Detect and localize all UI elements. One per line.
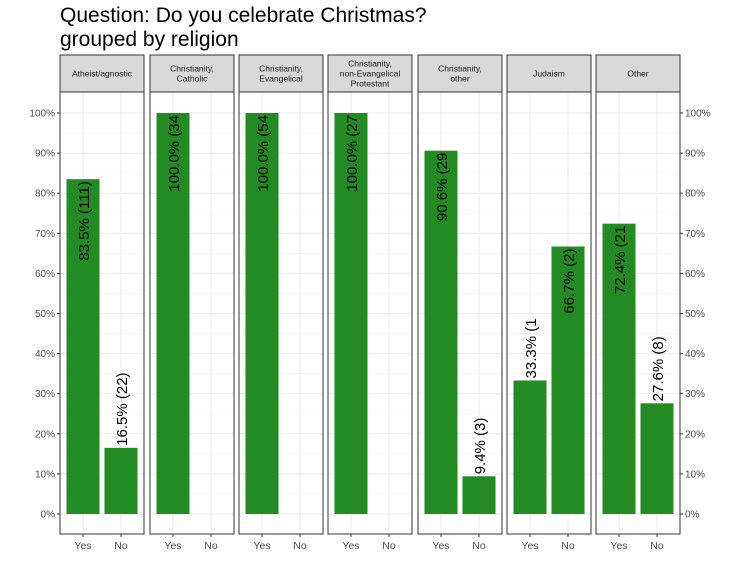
y-tick-label-left: 30% (35, 389, 55, 400)
data-label: 90.6% (29 (434, 153, 451, 221)
bar (640, 403, 674, 514)
facet-title: Atheist/agnostic (72, 69, 133, 79)
facet-title: Christianity, (438, 64, 482, 74)
facet-title: Judaism (533, 69, 565, 79)
data-label: 27.6% (8) (650, 336, 667, 401)
x-tick-label: Yes (253, 540, 270, 552)
y-tick-label-left: 40% (35, 349, 55, 360)
bar (334, 113, 368, 514)
bar (462, 476, 496, 514)
facet-title: Other (627, 69, 648, 79)
x-tick-label: No (382, 540, 396, 552)
data-label: 100.0% (54 (255, 115, 272, 192)
y-tick-label-left: 80% (35, 189, 55, 200)
bar (156, 113, 190, 514)
facet-title: non-Evangelical (340, 69, 401, 79)
y-tick-label-left: 60% (35, 269, 55, 280)
x-tick-label: Yes (610, 540, 627, 552)
y-tick-label-right: 90% (685, 149, 705, 160)
x-tick-label: Yes (164, 540, 181, 552)
x-tick-label: No (650, 540, 664, 552)
y-tick-label-right: 30% (685, 389, 705, 400)
bar (513, 380, 547, 514)
y-tick-label-right: 40% (685, 349, 705, 360)
data-label: 100.0% (34 (166, 115, 183, 192)
facet-title: Evangelical (259, 74, 303, 84)
chart-title: Question: Do you celebrate Christmas? gr… (60, 4, 427, 52)
x-tick-label: Yes (74, 540, 91, 552)
y-tick-label-left: 0% (41, 510, 56, 521)
facet-title: other (450, 74, 470, 84)
y-tick-label-right: 60% (685, 269, 705, 280)
data-label: 33.3% (1 (523, 318, 540, 378)
data-label: 83.5% (111) (76, 181, 93, 260)
bar (551, 246, 585, 514)
bar (602, 223, 636, 514)
bar (104, 447, 138, 514)
bar (245, 113, 279, 514)
data-label: 9.4% (3) (472, 418, 489, 475)
y-tick-label-left: 50% (35, 309, 55, 320)
x-tick-label: No (204, 540, 218, 552)
y-tick-label-right: 50% (685, 309, 705, 320)
y-tick-label-left: 90% (35, 149, 55, 160)
y-tick-label-left: 10% (35, 469, 55, 480)
facet-title: Catholic (177, 74, 208, 84)
y-tick-label-right: 20% (685, 429, 705, 440)
y-tick-label-right: 80% (685, 189, 705, 200)
y-tick-label-left: 20% (35, 429, 55, 440)
x-tick-label: Yes (342, 540, 359, 552)
facet-strip (417, 54, 503, 93)
facet-strip (59, 54, 145, 93)
facet-title: Christianity, (348, 59, 392, 69)
facet-title: Christianity, (170, 64, 214, 74)
y-tick-label-left: 100% (29, 109, 55, 120)
facet-strip (149, 54, 235, 93)
y-tick-label-right: 0% (685, 510, 700, 521)
facet-strip (238, 54, 324, 93)
x-tick-label: No (472, 540, 486, 552)
data-label: 100.0% (27 (344, 115, 361, 192)
x-tick-label: Yes (521, 540, 538, 552)
facet-strip (327, 54, 413, 93)
chart-title-line: Question: Do you celebrate Christmas? (60, 4, 427, 27)
bar (66, 179, 100, 515)
x-tick-label: Yes (432, 540, 449, 552)
chart-subtitle: grouped by religion (60, 28, 239, 51)
y-tick-label-right: 70% (685, 229, 705, 240)
bar (424, 150, 458, 514)
facet-title: Protestant (351, 79, 390, 89)
facet-title: Christianity, (259, 64, 303, 74)
x-tick-label: No (293, 540, 307, 552)
y-tick-label-left: 70% (35, 229, 55, 240)
facet-strip (506, 54, 592, 93)
data-label: 16.5% (22) (114, 372, 131, 445)
x-tick-label: No (561, 540, 575, 552)
x-tick-label: No (114, 540, 128, 552)
data-label: 66.7% (2) (561, 249, 578, 314)
y-tick-label-right: 100% (685, 109, 711, 120)
y-tick-label-right: 10% (685, 469, 705, 480)
data-label: 72.4% (21 (612, 226, 629, 294)
facet-strip (595, 54, 681, 93)
